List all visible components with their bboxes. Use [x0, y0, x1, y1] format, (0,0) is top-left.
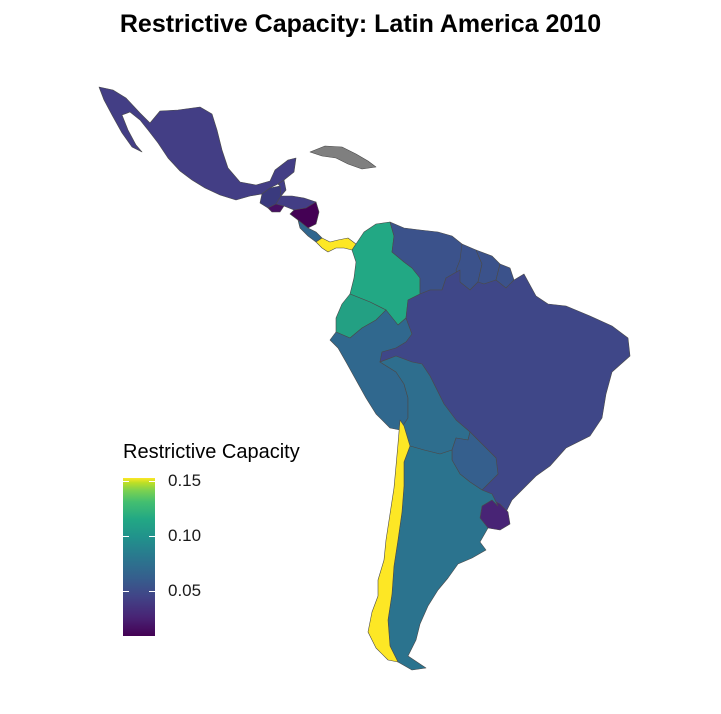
country-belize[interactable] [277, 179, 287, 197]
country-panama[interactable] [315, 237, 357, 253]
legend-label-0-05: 0.05 [168, 581, 202, 600]
legend-tick-mark [123, 481, 129, 482]
country-nicaragua[interactable] [289, 201, 320, 229]
country-chile[interactable] [367, 419, 411, 663]
country-el-salvador[interactable] [267, 203, 285, 213]
legend-tick-mark [123, 536, 129, 537]
legend-label-0-10: 0.10 [168, 526, 202, 545]
legend-tick-mark [123, 591, 129, 592]
page-title: Restrictive Capacity: Latin America 2010 [119, 10, 602, 38]
legend-title: Restrictive Capacity [123, 441, 300, 463]
legend-color-bar [123, 478, 155, 636]
country-cuba[interactable] [309, 145, 377, 170]
legend-label-0-15: 0.15 [168, 471, 202, 490]
legend-tick-mark [149, 481, 155, 482]
legend-tick-mark [149, 536, 155, 537]
legend-tick-mark [149, 591, 155, 592]
country-mexico[interactable] [98, 86, 297, 201]
